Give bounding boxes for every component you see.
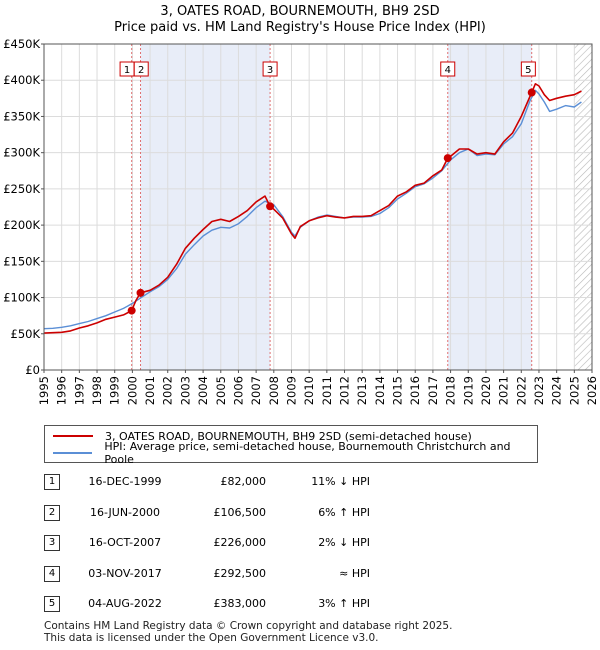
x-tick-label: 2003	[178, 376, 192, 405]
x-tick-label: 2024	[550, 376, 564, 405]
row-number-badge: 5	[44, 596, 60, 612]
table-row: 3 16-OCT-2007 £226,000 2% ↓ HPI	[44, 535, 564, 553]
x-tick-label: 2011	[320, 376, 334, 405]
x-tick-label: 2008	[267, 376, 281, 405]
x-tick-label: 1997	[72, 376, 86, 405]
row-hpi: 11% ↓ HPI	[311, 475, 370, 488]
row-date: 04-AUG-2022	[88, 597, 162, 610]
marker-label-5: 5	[525, 65, 531, 76]
x-tick-label: 2018	[444, 376, 458, 405]
x-tick-label: 2007	[249, 376, 263, 405]
legend-swatch-hpi	[53, 452, 93, 454]
x-tick-label: 2021	[497, 376, 511, 405]
legend-item-property: 3, OATES ROAD, BOURNEMOUTH, BH9 2SD (sem…	[53, 428, 472, 444]
sale-point-3	[266, 202, 275, 211]
marker-label-4: 4	[445, 65, 451, 76]
y-tick-label: £150K	[3, 254, 40, 268]
y-tick-label: £250K	[3, 182, 40, 196]
row-number-badge: 3	[44, 535, 60, 551]
row-hpi: 3% ↑ HPI	[318, 597, 370, 610]
x-tick-label: 2002	[161, 376, 175, 405]
y-tick-label: £300K	[3, 146, 40, 160]
marker-label-1: 1	[124, 65, 130, 76]
footer: Contains HM Land Registry data © Crown c…	[44, 620, 452, 644]
marker-label-3: 3	[267, 65, 273, 76]
x-tick-label: 2025	[567, 376, 581, 405]
y-tick-label: £350K	[3, 109, 40, 123]
x-tick-label: 2020	[479, 376, 493, 405]
y-tick-label: £450K	[3, 37, 40, 51]
sale-point-5	[527, 88, 536, 97]
row-date: 16-JUN-2000	[89, 506, 161, 519]
row-hpi: 2% ↓ HPI	[318, 536, 370, 549]
shaded-region	[140, 44, 271, 370]
y-tick-label: £200K	[3, 218, 40, 232]
x-tick-label: 2000	[125, 376, 139, 405]
x-tick-label: 1998	[90, 376, 104, 405]
chart-subtitle: Price paid vs. HM Land Registry's House …	[114, 20, 486, 35]
row-number-badge: 4	[44, 566, 60, 582]
y-tick-label: £50K	[11, 327, 41, 341]
x-tick-label: 2014	[373, 376, 387, 405]
row-price: £82,000	[220, 475, 267, 488]
x-tick-label: 2016	[408, 376, 422, 405]
marker-box-5	[520, 61, 536, 77]
x-tick-label: 1999	[108, 376, 122, 405]
x-tick-label: 2023	[532, 376, 546, 405]
row-date: 16-DEC-1999	[88, 475, 162, 488]
footer-copyright: Contains HM Land Registry data © Crown c…	[44, 620, 453, 632]
property-price-line	[44, 83, 582, 334]
x-tick-label: 2015	[391, 376, 405, 405]
y-tick-label: £100K	[3, 291, 40, 305]
marker-box-2	[133, 61, 149, 77]
marker-label-2: 2	[138, 65, 144, 76]
x-tick-label: 1995	[37, 376, 51, 405]
footer-licence: This data is licensed under the Open Gov…	[44, 632, 379, 644]
x-tick-label: 2005	[214, 376, 228, 405]
sale-point-1	[127, 306, 136, 315]
table-row: 4 03-NOV-2017 £292,500 ≈ HPI	[44, 566, 564, 584]
x-tick-label: 2009	[284, 376, 298, 405]
marker-box-4	[440, 61, 456, 77]
x-tick-label: 2013	[355, 376, 369, 405]
y-tick-label: £400K	[3, 73, 40, 87]
row-price: £383,000	[213, 597, 267, 610]
row-date: 16-OCT-2007	[88, 536, 162, 549]
sale-point-2	[136, 288, 145, 297]
row-price: £292,500	[213, 567, 267, 580]
row-price: £106,500	[213, 506, 267, 519]
x-tick-label: 2019	[461, 376, 475, 405]
x-tick-label: 2001	[143, 376, 157, 405]
row-date: 03-NOV-2017	[88, 567, 162, 580]
legend-swatch-property	[53, 435, 93, 437]
sale-point-4	[443, 154, 452, 163]
row-hpi: ≈ HPI	[339, 567, 370, 580]
plot-frame	[43, 43, 593, 371]
shaded-region	[447, 44, 532, 370]
x-tick-label: 1996	[55, 376, 69, 405]
x-tick-label: 2010	[302, 376, 316, 405]
legend: 3, OATES ROAD, BOURNEMOUTH, BH9 2SD (sem…	[44, 425, 538, 466]
legend-label-hpi: HPI: Average price, semi-detached house,…	[104, 440, 511, 466]
x-tick-label: 2004	[196, 376, 210, 405]
legend-item-hpi: HPI: Average price, semi-detached house,…	[53, 440, 537, 466]
x-tick-label: 2026	[585, 376, 599, 405]
row-number-badge: 2	[44, 505, 60, 521]
x-tick-label: 2006	[231, 376, 245, 405]
table-row: 5 04-AUG-2022 £383,000 3% ↑ HPI	[44, 596, 564, 614]
chart-title: 3, OATES ROAD, BOURNEMOUTH, BH9 2SD	[160, 4, 440, 19]
y-tick-label: £0	[25, 363, 40, 377]
table-row: 2 16-JUN-2000 £106,500 6% ↑ HPI	[44, 505, 564, 523]
table-row: 1 16-DEC-1999 £82,000 11% ↓ HPI	[44, 474, 564, 492]
marker-box-3	[262, 61, 278, 77]
x-tick-label: 2022	[514, 376, 528, 405]
row-price: £226,000	[213, 536, 267, 549]
row-number-badge: 1	[44, 474, 60, 490]
x-tick-label: 2012	[338, 376, 352, 405]
legend-label-property: 3, OATES ROAD, BOURNEMOUTH, BH9 2SD (sem…	[105, 429, 472, 443]
row-hpi: 6% ↑ HPI	[318, 506, 370, 519]
x-tick-label: 2017	[426, 376, 440, 405]
hatched-region	[574, 44, 592, 370]
